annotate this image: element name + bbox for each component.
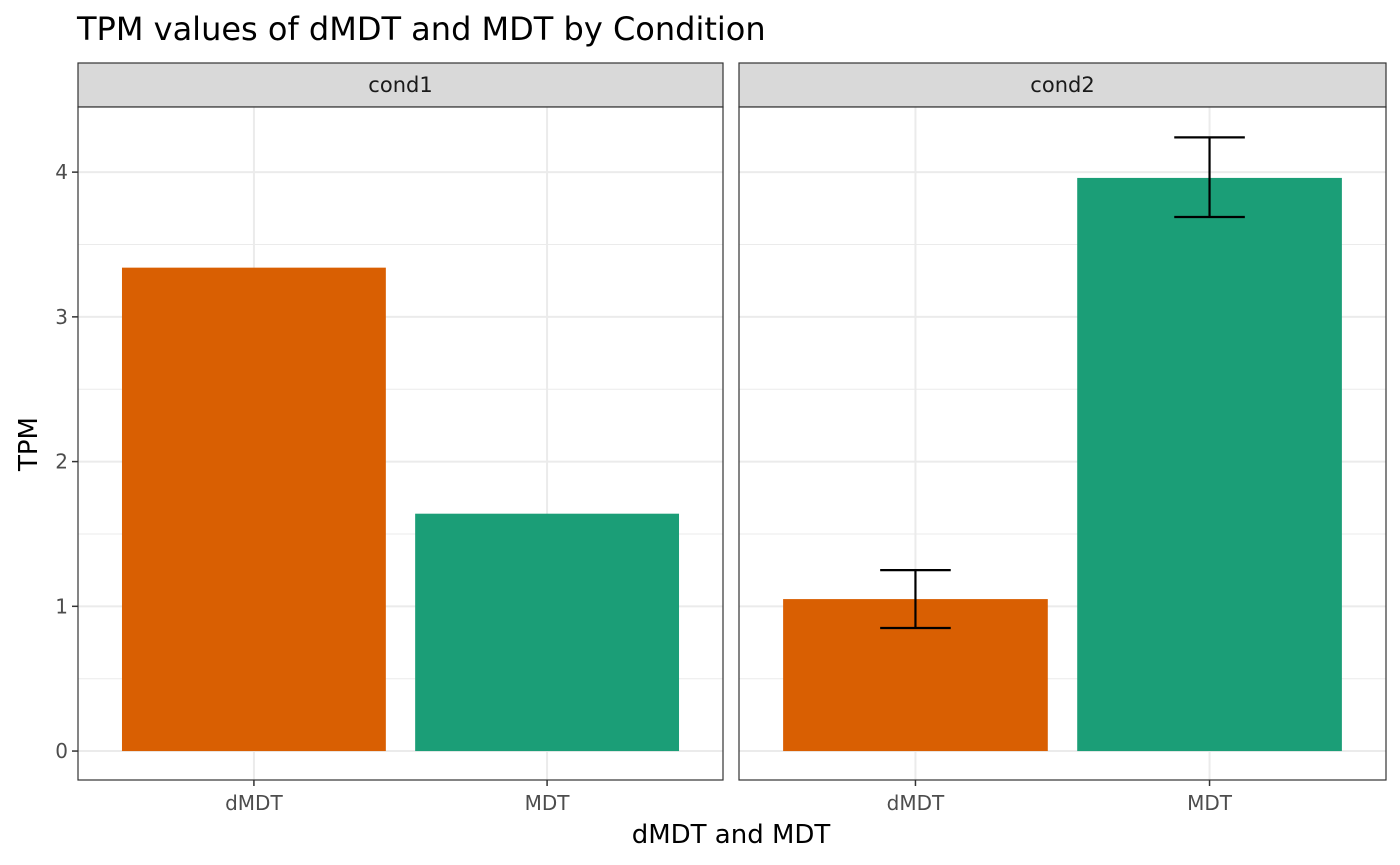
facet-strip [738, 62, 1387, 108]
chart-title: TPM values of dMDT and MDT by Condition [76, 10, 766, 48]
error-bar-cond2-MDT [1174, 136, 1245, 219]
panel-border [738, 106, 1387, 781]
bar-cond1-MDT [415, 513, 680, 752]
y-axis-title: TPM [14, 417, 44, 472]
bar-cond1-dMDT [121, 267, 386, 752]
y-tick-label: 4 [55, 160, 68, 184]
error-bar-cond2-dMDT [880, 569, 951, 630]
x-tick-label: dMDT [225, 791, 283, 815]
y-tick-label: 3 [55, 305, 68, 329]
facet-strip-label: cond1 [368, 73, 432, 97]
panel-border [77, 106, 724, 781]
x-axis-title: dMDT and MDT [632, 820, 831, 850]
facet-panel-cond1: cond1 dMDT MDT [77, 62, 724, 815]
y-tick-label: 2 [55, 450, 68, 474]
x-tick-label: dMDT [887, 791, 945, 815]
y-tick-label: 1 [55, 594, 68, 618]
facet-panel-cond2: cond2 dMDT MDT [738, 62, 1387, 815]
bar-cond2-MDT [1077, 177, 1342, 752]
x-tick-label: MDT [1187, 791, 1233, 815]
y-axis: 0 1 2 3 4 [55, 160, 78, 763]
y-tick-label: 0 [55, 739, 68, 763]
facets: cond1 dMDT MDT cond2 dMDT MDT [77, 62, 1387, 815]
facet-strip-label: cond2 [1030, 73, 1094, 97]
x-tick-label: MDT [525, 791, 571, 815]
facet-strip [77, 62, 724, 108]
